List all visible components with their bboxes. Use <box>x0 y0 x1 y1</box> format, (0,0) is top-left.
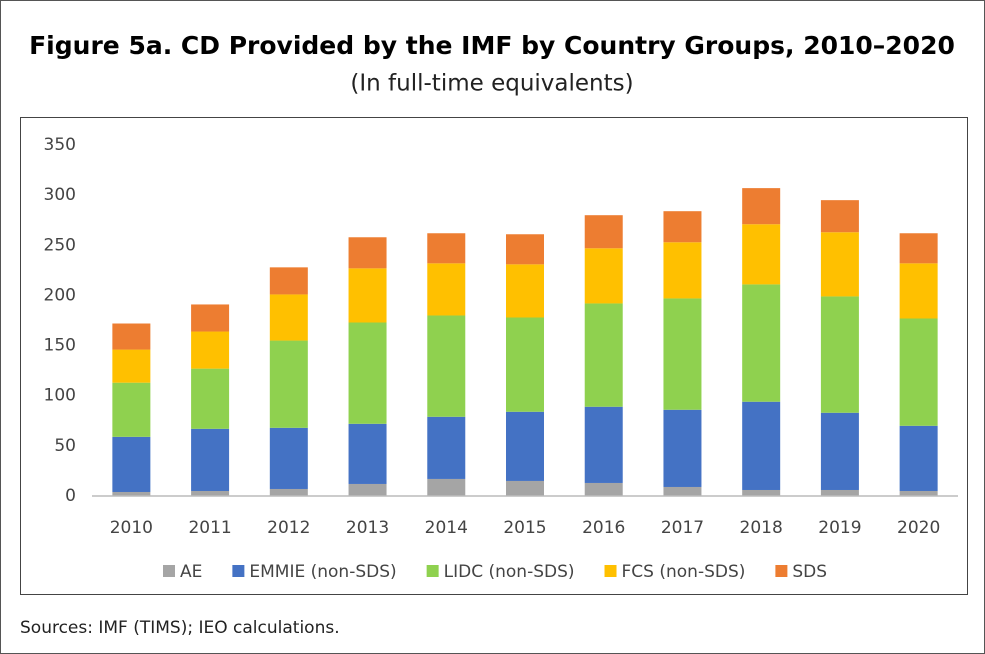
legend-label: LIDC (non-SDS) <box>444 562 575 582</box>
bar-segment <box>427 263 466 316</box>
bar-segment <box>742 284 781 402</box>
bar-segment <box>427 315 466 417</box>
bar-segment <box>112 491 151 496</box>
bar-segment <box>506 480 544 496</box>
bar-segment <box>899 490 938 496</box>
x-tick-label: 2010 <box>110 518 153 538</box>
bar-segment <box>112 349 151 383</box>
bar-segment <box>820 489 859 496</box>
x-tick-label: 2020 <box>897 518 940 538</box>
bar-segment <box>820 200 859 233</box>
bar-segment <box>584 303 623 407</box>
bar-segment <box>506 264 544 318</box>
bar-segment <box>348 268 387 323</box>
chart-title: Figure 5a. CD Provided by the IMF by Cou… <box>29 31 955 60</box>
bar-segment <box>742 489 781 496</box>
bar-segment <box>742 224 781 285</box>
x-tick-label: 2011 <box>188 518 231 538</box>
x-tick-label: 2015 <box>503 518 546 538</box>
x-tick-label: 2017 <box>661 518 704 538</box>
bar-segment <box>112 382 151 437</box>
bar-segment <box>506 411 544 481</box>
bar-segment <box>348 423 387 484</box>
bar-segment <box>112 436 151 492</box>
bar-segment <box>348 483 387 496</box>
legend-label: EMMIE (non-SDS) <box>249 562 396 582</box>
legend-label: FCS (non-SDS) <box>622 562 746 582</box>
bar-segment <box>584 482 623 496</box>
legend-swatch <box>163 565 175 577</box>
y-tick-label: 0 <box>65 486 76 506</box>
bar-segment <box>191 304 230 332</box>
bar-segment <box>269 488 308 496</box>
bar-segment <box>899 233 938 264</box>
bar-segment <box>663 486 702 496</box>
legend-swatch <box>604 565 617 577</box>
y-tick-label: 200 <box>44 285 76 305</box>
legend-swatch <box>775 565 788 577</box>
bar-segment <box>269 294 308 341</box>
y-tick-label: 100 <box>44 386 76 406</box>
y-tick-label: 350 <box>44 135 76 155</box>
bar-segment <box>742 401 781 490</box>
y-tick-label: 300 <box>44 185 76 205</box>
bar-segment <box>112 323 151 350</box>
legend-swatch <box>426 565 439 577</box>
legend-label: AE <box>180 562 202 582</box>
x-tick-label: 2018 <box>740 518 783 538</box>
chart-subtitle: (In full-time equivalents) <box>350 71 633 97</box>
x-tick-label: 2016 <box>582 518 625 538</box>
bar-segment <box>191 368 230 429</box>
bar-segment <box>191 331 230 369</box>
bar-segment <box>269 267 308 295</box>
bar-segment <box>427 233 466 264</box>
bar-segment <box>348 322 387 424</box>
bar-segment <box>663 298 702 410</box>
bar-segment <box>269 427 308 489</box>
bar-segment <box>584 406 623 483</box>
y-tick-label: 50 <box>54 436 76 456</box>
bar-segment <box>899 425 938 491</box>
bar-segment <box>899 263 938 319</box>
x-tick-label: 2012 <box>267 518 310 538</box>
bar-segment <box>663 211 702 243</box>
bar-segment <box>427 416 466 479</box>
bar-segment <box>191 428 230 491</box>
bar-segment <box>742 188 781 225</box>
plot-frame <box>20 117 968 595</box>
bar-segment <box>899 318 938 426</box>
bar-segment <box>663 409 702 487</box>
bar-segment <box>663 242 702 299</box>
bar-segment <box>584 215 623 249</box>
bar-segment <box>506 234 544 265</box>
bar-segment <box>820 232 859 297</box>
bar-segment <box>191 490 230 496</box>
bar-segment <box>348 237 387 269</box>
legend-label: SDS <box>792 562 827 582</box>
bar-segment <box>506 317 544 412</box>
source-note: Sources: IMF (TIMS); IEO calculations. <box>20 618 340 638</box>
x-tick-label: 2013 <box>346 518 389 538</box>
bar-segment <box>820 412 859 490</box>
bar-segment <box>427 478 466 496</box>
legend-swatch <box>232 565 245 577</box>
x-tick-label: 2014 <box>425 518 468 538</box>
bar-segment <box>269 340 308 428</box>
bar-segment <box>584 248 623 304</box>
y-tick-label: 250 <box>44 235 76 255</box>
x-tick-label: 2019 <box>818 518 861 538</box>
bar-segment <box>820 296 859 413</box>
y-tick-label: 150 <box>44 336 76 356</box>
